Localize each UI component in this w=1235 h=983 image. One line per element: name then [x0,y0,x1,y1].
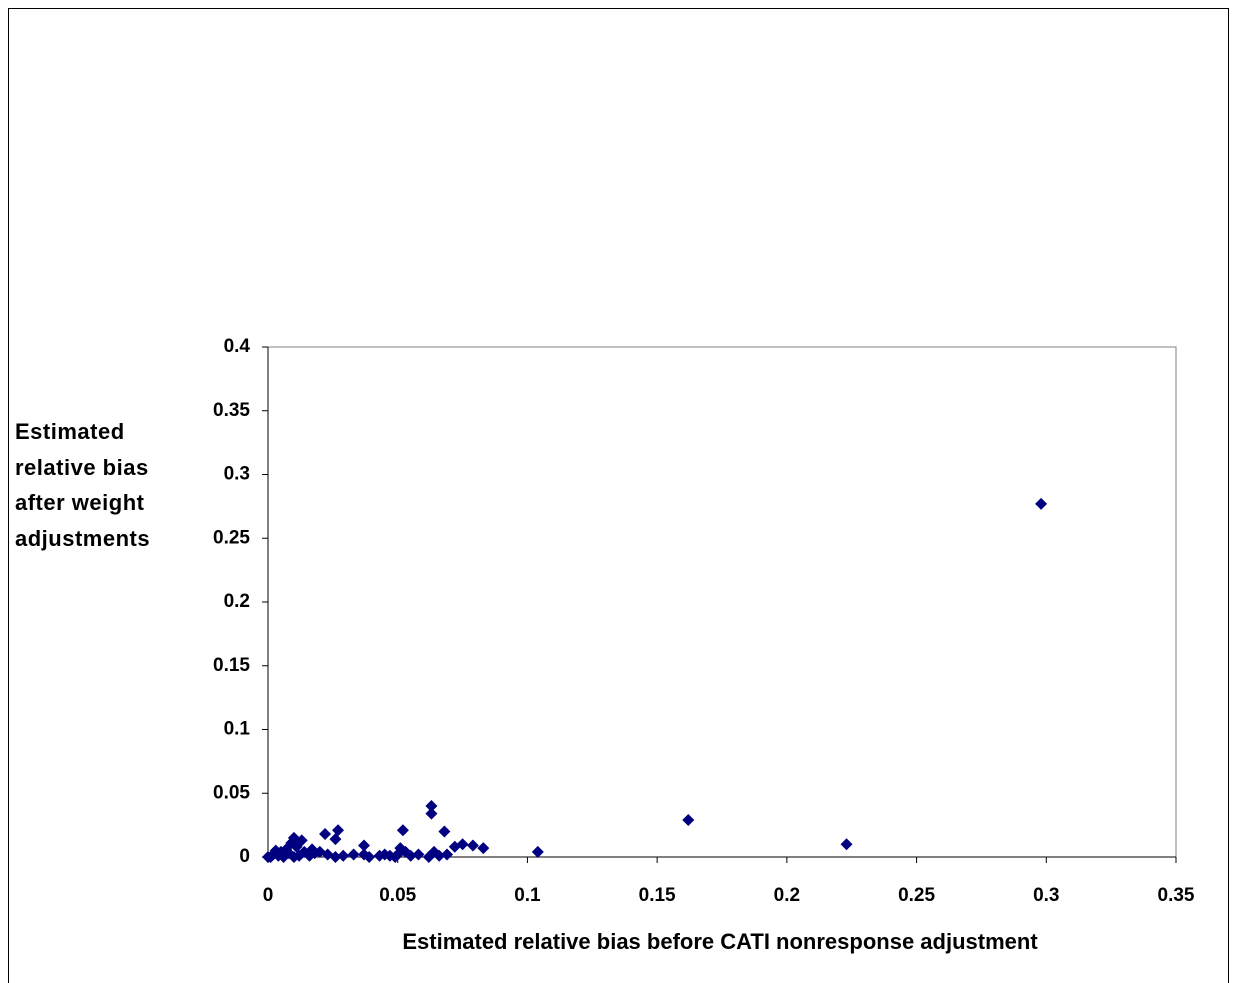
x-tick-label: 0 [263,885,274,906]
y-tick-label: 0.1 [224,719,251,740]
point [357,848,370,861]
point [396,824,409,837]
chart-border [8,8,1229,983]
x-tick-label: 0.35 [1158,885,1195,906]
x-tick-label: 0.15 [639,885,676,906]
y-tick-label: 0.2 [224,591,250,612]
point [332,824,345,837]
point [373,849,386,862]
x-tick-label: 0.05 [379,885,416,906]
y-tick-label: 0.35 [213,400,250,421]
x-tick-label: 0.3 [1033,885,1059,906]
point [337,849,350,862]
point [477,842,490,855]
y-tick-label: 0.25 [213,527,250,548]
x-tick-label: 0.2 [774,885,800,906]
point [466,839,479,852]
point [1035,497,1048,510]
point [357,839,370,852]
point [441,848,454,861]
point [422,851,435,863]
y-tick-label: 0.3 [224,464,250,485]
point [412,848,425,861]
x-axis-title: Estimated relative bias before CATI nonr… [402,929,1038,954]
point [531,845,544,858]
point [425,807,438,820]
point [448,840,461,853]
x-tick-label: 0.25 [898,885,935,906]
y-tick-label: 0 [239,846,250,867]
y-tick-label: 0.05 [213,782,250,803]
x-tick-label: 0.1 [514,885,541,906]
point [329,833,342,846]
point [438,825,451,838]
point [319,828,332,841]
y-axis-title: Estimated relative bias after weight adj… [15,419,151,551]
point [425,800,438,812]
point [262,851,274,863]
point [347,848,360,861]
plot-area [267,346,1177,858]
point [840,838,853,851]
point [682,814,695,827]
y-tick-label: 0.4 [224,336,251,357]
y-tick-label: 0.15 [213,655,250,676]
